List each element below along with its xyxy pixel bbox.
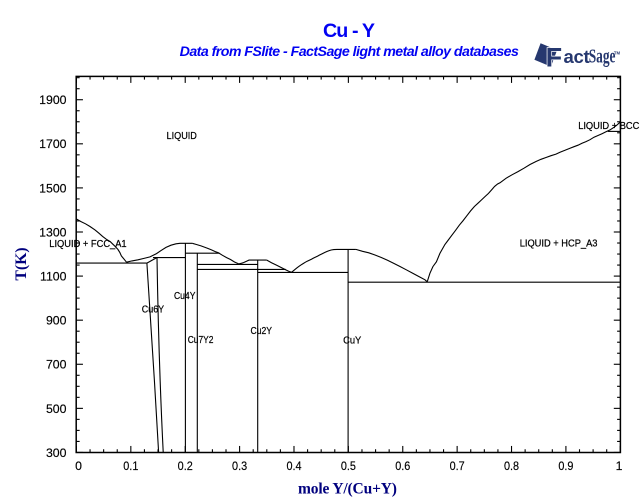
svg-text:0.8: 0.8 — [504, 459, 519, 473]
svg-text:1900: 1900 — [39, 93, 67, 107]
svg-text:900: 900 — [46, 314, 67, 328]
svg-text:act: act — [564, 46, 590, 67]
svg-text:Cu2Y: Cu2Y — [251, 326, 273, 337]
svg-text:LIQUID + FCC_A1: LIQUID + FCC_A1 — [49, 239, 127, 250]
svg-text:700: 700 — [46, 358, 67, 372]
svg-text:F: F — [546, 43, 563, 73]
svg-text:1100: 1100 — [40, 269, 67, 283]
svg-text:0.3: 0.3 — [232, 459, 247, 473]
svg-text:0.9: 0.9 — [558, 459, 573, 473]
svg-text:LIQUID + BCC: LIQUID + BCC — [578, 121, 639, 132]
svg-text:500: 500 — [46, 402, 67, 416]
svg-text:0.6: 0.6 — [395, 459, 410, 473]
svg-text:Data from FSlite - FactSage li: Data from FSlite - FactSage light metal … — [180, 44, 519, 60]
svg-text:T(K): T(K) — [13, 247, 30, 280]
svg-text:300: 300 — [46, 446, 67, 460]
svg-text:1700: 1700 — [39, 137, 67, 151]
svg-text:mole Y/(Cu+Y): mole Y/(Cu+Y) — [298, 480, 397, 497]
svg-text:0.2: 0.2 — [178, 459, 193, 473]
svg-text:1500: 1500 — [39, 181, 67, 195]
svg-text:LIQUID: LIQUID — [167, 131, 197, 142]
svg-text:Cu6Y: Cu6Y — [142, 304, 165, 315]
svg-text:0.5: 0.5 — [341, 459, 356, 473]
svg-text:LIQUID + HCP_A3: LIQUID + HCP_A3 — [520, 239, 598, 250]
svg-text:0: 0 — [75, 459, 82, 473]
svg-text:0.1: 0.1 — [123, 459, 138, 473]
svg-text:Cu - Y: Cu - Y — [323, 20, 375, 42]
svg-text:0.7: 0.7 — [450, 459, 465, 473]
svg-text:1: 1 — [616, 459, 623, 473]
svg-text:0.4: 0.4 — [286, 459, 301, 473]
svg-text:Sage: Sage — [589, 45, 616, 67]
svg-text:Cu7Y2: Cu7Y2 — [188, 335, 214, 346]
svg-text:TM: TM — [614, 50, 621, 55]
svg-text:CuY: CuY — [343, 335, 362, 346]
svg-text:1300: 1300 — [39, 225, 67, 239]
svg-text:Cu4Y: Cu4Y — [174, 291, 196, 302]
